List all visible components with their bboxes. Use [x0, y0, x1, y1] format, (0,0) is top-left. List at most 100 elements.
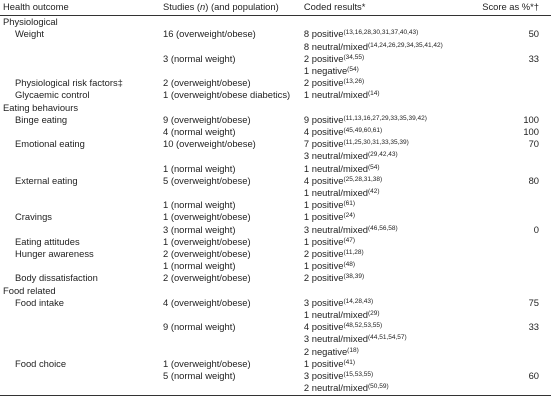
- result-line: 1 positive(41): [304, 358, 482, 370]
- result-line: 2 positive(13,26): [304, 77, 482, 89]
- result-refs: (38,39): [343, 273, 365, 281]
- score-cell: 0: [482, 224, 551, 236]
- section-row: Eating behaviours: [0, 102, 551, 114]
- studies: 1 (overweight/obese): [163, 211, 251, 223]
- result-text: 3 positive: [303, 296, 344, 308]
- results-cell: 1 positive(61): [304, 199, 482, 211]
- studies: 9 (overweight/obese): [163, 113, 251, 125]
- results-cell: 2 positive(38,39): [304, 272, 482, 284]
- outcome-cell: Physiological risk factors‡: [0, 77, 163, 89]
- header-text: Studies (: [163, 1, 201, 12]
- result-text: 1 negative: [303, 65, 348, 77]
- data-row: 9 (normal weight) 4 positive(48,52,53,55)…: [0, 321, 551, 358]
- score-cell: 70: [482, 138, 551, 162]
- score-cell: [482, 163, 551, 175]
- results-cell: 4 positive(48,52,53,55) 3 neutral/mixed(4…: [304, 321, 482, 358]
- result-line: 1 positive(48): [304, 260, 482, 272]
- studies: 5 (normal weight): [163, 370, 236, 382]
- result-line: 8 positive(13,16,28,30,31,37,40,43): [304, 28, 482, 40]
- score-cell: [482, 358, 551, 370]
- studies: 4 (overweight/obese): [163, 296, 251, 308]
- results-cell: 3 positive(15,53,55) 2 neutral/mixed(50,5…: [304, 370, 482, 395]
- result-text: 3 neutral/mixed: [303, 333, 369, 345]
- result-text: 3 neutral/mixed: [303, 223, 369, 235]
- result-refs: (47): [343, 236, 356, 244]
- data-row: Food intake 4 (overweight/obese) 3 positiv…: [0, 297, 551, 321]
- results-cell: 2 positive(13,26): [304, 77, 482, 89]
- data-row: 1 (normal weight) 1 positive(48): [0, 260, 551, 272]
- outcome-cell: Hunger awareness: [0, 248, 163, 260]
- score-cell: 33: [482, 53, 551, 77]
- outcome-cell: Cravings: [0, 211, 163, 223]
- studies: 1 (overweight/obese diabetics): [163, 89, 291, 101]
- results-cell: 2 positive(11,28): [304, 248, 482, 260]
- result-refs: (54): [347, 66, 359, 74]
- outcome: External eating: [15, 174, 78, 186]
- results-cell: 1 positive(24): [304, 211, 482, 223]
- result-text: 2 positive: [303, 248, 344, 260]
- outcome-cell: [0, 260, 163, 272]
- outcome: Food choice: [15, 357, 67, 369]
- result-text: 3 positive: [303, 370, 344, 382]
- table-body: Physiological Weight 16 (overweight/obese)…: [0, 16, 551, 395]
- result-text: 4 positive: [303, 174, 344, 186]
- result-line: 3 neutral/mixed(29,42,43): [304, 150, 482, 162]
- data-row: Cravings 1 (overweight/obese) 1 positive(2…: [0, 211, 551, 223]
- result-text: 3 neutral/mixed: [303, 150, 369, 162]
- studies: 1 (normal weight): [163, 260, 236, 272]
- score: 100: [523, 126, 539, 138]
- data-row: Emotional eating 10 (overweight/obese) 7 p…: [0, 138, 551, 162]
- results-cell: 8 positive(13,16,28,30,31,37,40,43) 8 neu…: [304, 28, 482, 52]
- outcome-cell: Weight: [0, 28, 163, 52]
- studies: 1 (overweight/obese): [163, 357, 251, 369]
- result-refs: (41): [343, 358, 356, 366]
- result-text: 1 neutral/mixed: [303, 309, 369, 321]
- score-cell: [482, 260, 551, 272]
- result-line: 4 positive(45,49,60,61): [304, 126, 482, 138]
- outcome-cell: Glycaemic control: [0, 89, 163, 101]
- results-cell: 4 positive(25,28,31,38) 1 neutral/mixed(4…: [304, 175, 482, 199]
- outcome-cell: [0, 53, 163, 77]
- result-refs: (54): [368, 163, 380, 171]
- result-line: 2 positive(34,55): [304, 53, 482, 65]
- result-refs: (24): [343, 212, 356, 220]
- result-refs: (11,13,16,27,29,33,35,39,42): [343, 114, 427, 122]
- result-line: 1 neutral/mixed(29): [304, 309, 482, 321]
- result-refs: (29,42,43): [368, 151, 398, 159]
- score-cell: [482, 248, 551, 260]
- result-line: 1 neutral/mixed(14): [304, 89, 482, 101]
- result-line: 2 negative(18): [304, 346, 482, 358]
- studies: 5 (overweight/obese): [163, 174, 251, 186]
- score: 0: [533, 223, 539, 235]
- result-text: 1 positive: [303, 235, 344, 247]
- score-cell: 50: [482, 28, 551, 52]
- score-cell: 100: [482, 126, 551, 138]
- score-cell: 33: [482, 321, 551, 358]
- result-line: 3 positive(14,28,43): [304, 297, 482, 309]
- score-cell: [482, 77, 551, 89]
- results-table: Health outcome Studies (n) (and populati…: [0, 0, 551, 396]
- result-line: 4 positive(25,28,31,38): [304, 175, 482, 187]
- data-row: Food choice 1 (overweight/obese) 1 positiv…: [0, 358, 551, 370]
- results-cell: 1 positive(41): [304, 358, 482, 370]
- result-refs: (18): [347, 346, 359, 354]
- outcome-cell: Binge eating: [0, 114, 163, 126]
- outcome-cell: [0, 370, 163, 395]
- result-line: 7 positive(11,25,30,31,33,35,39): [304, 138, 482, 150]
- result-refs: (11,28): [343, 249, 364, 257]
- outcome-cell: [0, 321, 163, 358]
- result-refs: (42): [368, 188, 380, 196]
- score: 33: [528, 52, 539, 64]
- results-cell: 1 positive(47): [304, 236, 482, 248]
- data-row: Hunger awareness 2 (overweight/obese) 2 po…: [0, 248, 551, 260]
- header-text: ) (and population): [205, 1, 279, 12]
- result-line: 1 neutral/mixed(42): [304, 187, 482, 199]
- studies: 4 (normal weight): [163, 126, 236, 138]
- outcome-cell: [0, 163, 163, 175]
- result-text: 1 neutral/mixed: [303, 162, 369, 174]
- outcome: Eating attitudes: [15, 235, 80, 247]
- score-cell: 75: [482, 297, 551, 321]
- header-cell: Health outcome: [0, 0, 164, 17]
- data-row: 1 (normal weight) 1 positive(61): [0, 199, 551, 211]
- results-cell: 1 neutral/mixed(14): [304, 89, 482, 101]
